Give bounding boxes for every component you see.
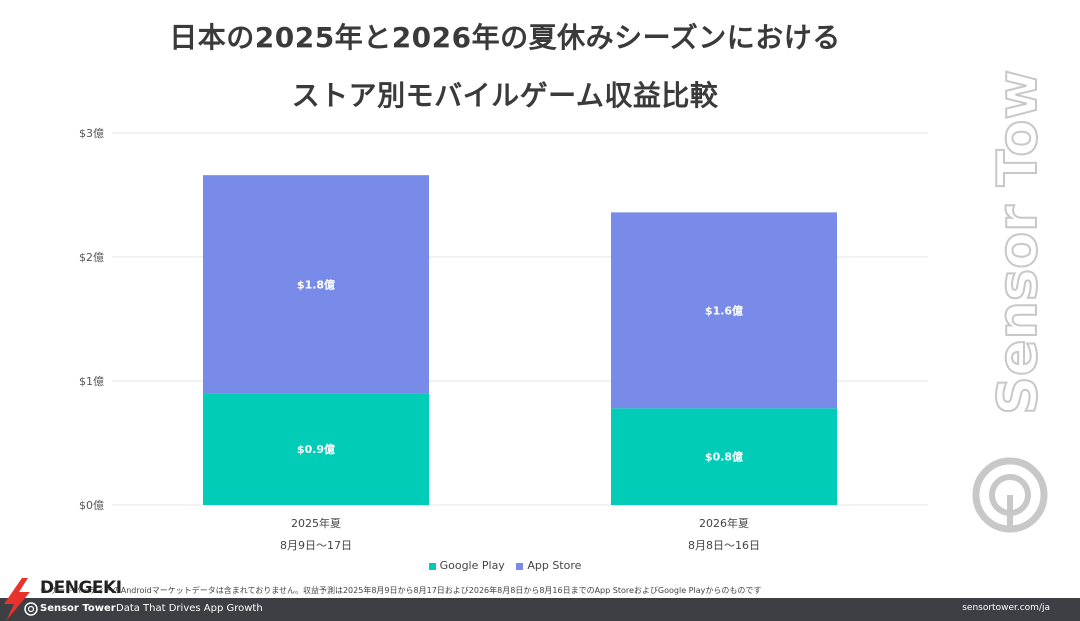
legend-swatch-app-store	[516, 562, 524, 570]
footer-tagline: Data That Drives App Growth	[116, 603, 263, 614]
footnote: ※ サードパーティーのAndroidマーケットデータは含まれておりません。収益予…	[40, 586, 762, 595]
bar-segment	[203, 175, 429, 394]
y-tick-label: $2億	[79, 251, 104, 264]
bar-data-label: $1.8億	[297, 277, 335, 291]
footer-brand: Sensor Tower	[40, 603, 116, 614]
footer-bar: Sensor Tower Data That Drives App Growth…	[0, 598, 1080, 621]
x-tick-sublabel: 8月8日～16日	[688, 539, 760, 552]
bar-data-label: $0.9億	[297, 442, 335, 456]
sensor-tower-watermark: Sensor Tower	[972, 70, 1050, 533]
x-tick-label: 2025年夏	[291, 516, 341, 530]
x-tick-label: 2026年夏	[699, 516, 749, 530]
chart-legend: Google Play App Store	[0, 559, 1010, 572]
dengeki-overlay-text: DENGEKI	[40, 578, 122, 598]
footer-url[interactable]: sensortower.com/ja	[962, 603, 1050, 613]
y-tick-label: $1億	[79, 375, 104, 388]
bar-segment	[203, 393, 429, 505]
chart-title-line-2: ストア別モバイルゲーム収益比較	[291, 79, 719, 112]
legend-item-app-store: App Store	[516, 559, 581, 572]
legend-label-google-play: Google Play	[439, 559, 505, 572]
sensor-tower-logo-icon	[972, 457, 1048, 533]
bar-data-label: $0.8億	[705, 450, 743, 464]
dengeki-lightning-icon	[4, 578, 30, 621]
legend-swatch-google-play	[428, 562, 436, 570]
y-tick-label: $0億	[79, 499, 104, 512]
bar-segment	[611, 212, 837, 409]
footer-logo-icon	[24, 602, 38, 616]
bar-data-label: $1.6億	[705, 303, 743, 317]
stacked-bar-chart: $0億 $1億 $2億 $3億 $0.9億 $1.8億 2025年夏 8月9日～17日 $0.8…	[79, 127, 928, 552]
legend-item-google-play: Google Play	[428, 559, 505, 572]
x-tick-sublabel: 8月9日～17日	[280, 539, 352, 552]
legend-label-app-store: App Store	[527, 559, 582, 572]
watermark-text: Sensor Tower	[986, 70, 1049, 415]
bar-segment	[611, 408, 837, 505]
y-tick-label: $3億	[79, 127, 104, 140]
chart-title-line-1: 日本の2025年と2026年の夏休みシーズンにおける	[169, 21, 841, 54]
